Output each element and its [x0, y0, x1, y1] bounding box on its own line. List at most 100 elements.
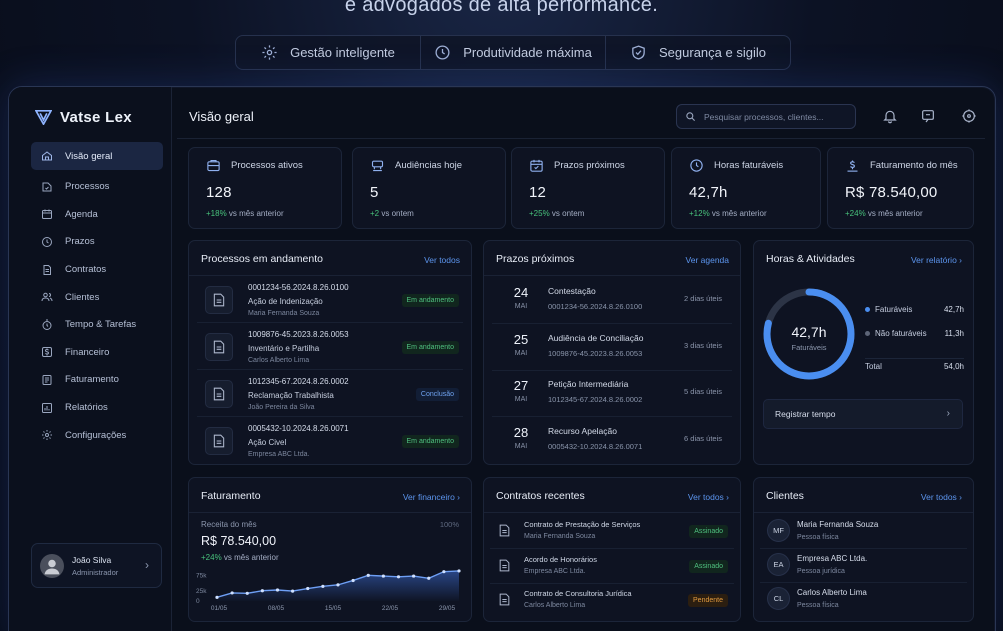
process-client: Empresa ABC Ltda. [248, 451, 310, 458]
sidebar-item-relatorios[interactable]: Relatórios [31, 394, 163, 422]
sidebar-item-label: Clientes [65, 291, 100, 303]
donut-billable-arc [763, 288, 855, 380]
stat-card-horas[interactable]: Horas faturáveis 42,7h +12% vs mês anter… [671, 147, 821, 229]
list-item[interactable]: MF Maria Fernanda Souza Pessoa física [760, 515, 967, 549]
panel-divider [754, 512, 973, 513]
contract-title: Contrato de Prestação de Serviços [524, 520, 641, 529]
clock-icon [690, 159, 703, 172]
revenue-point [336, 583, 340, 587]
list-item[interactable]: Acordo de Honorários Empresa ABC Ltda. A… [490, 550, 734, 584]
sidebar-item-contratos[interactable]: Contratos [31, 256, 163, 284]
document-icon [213, 434, 225, 448]
stat-header: Prazos próximos [529, 158, 625, 173]
sidebar-item-processos[interactable]: Processos [31, 173, 163, 201]
stat-card-faturamento[interactable]: Faturamento do mês R$ 78.540,00 +24% vs … [827, 147, 974, 229]
process-title: Ação de Indenização [248, 297, 323, 306]
bell-icon[interactable] [882, 108, 898, 124]
document-icon [499, 524, 510, 537]
deadlines-panel: Prazos próximos Ver agenda 24 MAI Contest… [483, 240, 741, 465]
sidebar-nav: Visão geral Processos Agenda Prazos Cont… [31, 142, 163, 449]
table-row[interactable]: 0001234-56.2024.8.26.0100 Ação de Indeni… [197, 278, 463, 323]
see-report-link[interactable]: Ver relatório › [910, 255, 962, 265]
avatar [40, 553, 64, 578]
see-all-processes-link[interactable]: Ver todos [424, 255, 460, 265]
list-item[interactable]: 28 MAI Recurso Apelação 0005432-10.2024.8… [492, 419, 732, 464]
status-badge: Assinado [689, 560, 728, 573]
stat-label: Faturamento do mês [870, 160, 958, 171]
stat-label: Horas faturáveis [714, 160, 784, 171]
x-tick-label: 01/05 [211, 605, 228, 612]
deadline-days: 6 dias úteis [684, 434, 722, 443]
sidebar-item-faturamento[interactable]: Faturamento [31, 366, 163, 394]
feature-label: Gestão inteligente [290, 45, 395, 60]
see-agenda-link[interactable]: Ver agenda [685, 255, 729, 265]
list-item[interactable]: Contrato de Consultoria Jurídica Carlos … [490, 584, 734, 618]
sidebar-item-tempo-tarefas[interactable]: Tempo & Tarefas [31, 311, 163, 339]
sidebar-item-visao-geral[interactable]: Visão geral [31, 142, 163, 170]
document-icon-box [205, 427, 233, 455]
sidebar-item-clientes[interactable]: Clientes [31, 283, 163, 311]
revenue-point [366, 573, 370, 577]
stat-value: 42,7h [689, 184, 728, 201]
list-item[interactable]: CL Carlos Alberto Lima Pessoa física [760, 583, 967, 617]
deadline-title: Contestação [548, 286, 596, 296]
revenue-point [321, 584, 325, 588]
see-finance-link[interactable]: Ver financeiro › [402, 492, 460, 502]
document-icon-box [205, 333, 233, 361]
list-item[interactable]: 24 MAI Contestação 0001234-56.2024.8.26.0… [492, 279, 732, 324]
users-icon [41, 292, 53, 302]
sidebar-item-configuracoes[interactable]: Configurações [31, 421, 163, 449]
list-item[interactable]: Contrato de Prestação de Serviços Maria … [490, 515, 734, 549]
stat-card-prazos[interactable]: Prazos próximos 12 +25% vs ontem [511, 147, 665, 229]
revenue-point [427, 576, 431, 580]
contract-client: Maria Fernanda Souza [524, 533, 596, 540]
see-all-clients-link[interactable]: Ver todos › [920, 492, 962, 502]
chevron-right-icon[interactable]: › [145, 558, 149, 572]
sidebar-item-financeiro[interactable]: Financeiro [31, 339, 163, 367]
stat-card-processos[interactable]: Processos ativos 128 +18% vs mês anterio… [188, 147, 342, 229]
panel-divider [189, 512, 471, 513]
search-box[interactable] [676, 104, 856, 129]
status-badge: Pendente [688, 594, 728, 607]
table-row[interactable]: 1009876-45.2023.8.26.0053 Inventário e P… [197, 325, 463, 370]
date-box: 28 MAI [513, 425, 529, 450]
document-icon [43, 264, 51, 275]
process-number: 0005432-10.2024.8.26.0071 [248, 424, 349, 433]
client-type: Pessoa jurídica [797, 568, 845, 575]
deadline-days: 3 dias úteis [684, 341, 722, 350]
list-item[interactable]: 25 MAI Audiência de Conciliação 1009876-4… [492, 326, 732, 371]
sidebar: Vatse Lex Visão geral Processos Agenda P… [9, 87, 172, 631]
search-input[interactable] [704, 111, 844, 122]
table-row[interactable]: 0005432-10.2024.8.26.0071 Ação Civel Emp… [197, 419, 463, 464]
hours-donut-chart: 42,7h Faturáveis [763, 288, 855, 380]
list-item[interactable]: 27 MAI Petição Intermediária 1012345-67.2… [492, 372, 732, 417]
message-icon[interactable] [920, 108, 936, 124]
app-window: Vatse Lex Visão geral Processos Agenda P… [8, 86, 996, 631]
stat-card-audiencias[interactable]: Audiências hoje 5 +2 vs ontem [352, 147, 506, 229]
see-all-contracts-link[interactable]: Ver todos › [687, 492, 729, 502]
process-number: 1009876-45.2023.8.26.0053 [248, 330, 349, 339]
sidebar-item-label: Configurações [65, 429, 127, 441]
sidebar-item-prazos[interactable]: Prazos [31, 228, 163, 256]
list-item[interactable]: EA Empresa ABC Ltda. Pessoa jurídica [760, 549, 967, 583]
register-time-button[interactable]: Registrar tempo › [763, 399, 963, 429]
folder-icon [42, 182, 52, 192]
panel-title: Faturamento [201, 490, 261, 502]
timer-icon [42, 319, 52, 330]
deadline-process: 0001234-56.2024.8.26.0100 [548, 302, 643, 311]
dollar-icon [42, 347, 52, 358]
sidebar-item-agenda[interactable]: Agenda [31, 201, 163, 229]
stat-header: Processos ativos [206, 158, 303, 173]
hours-panel: Horas & Atividades Ver relatório › 42,7h… [753, 240, 974, 465]
revenue-point [396, 575, 401, 579]
sidebar-item-label: Processos [65, 181, 110, 193]
briefcase-icon [207, 159, 220, 172]
sidebar-item-label: Tempo & Tarefas [65, 319, 137, 331]
table-row[interactable]: 1012345-67.2024.8.26.0002 Reclamação Tra… [197, 372, 463, 417]
help-icon[interactable] [961, 108, 977, 124]
client-type: Pessoa física [797, 602, 839, 609]
brand[interactable]: Vatse Lex [35, 109, 132, 126]
stat-delta: +12% vs mês anterior [689, 209, 767, 218]
user-card[interactable]: João Silva Administrador › [31, 543, 162, 588]
stat-delta: +24% vs mês anterior [845, 209, 923, 218]
